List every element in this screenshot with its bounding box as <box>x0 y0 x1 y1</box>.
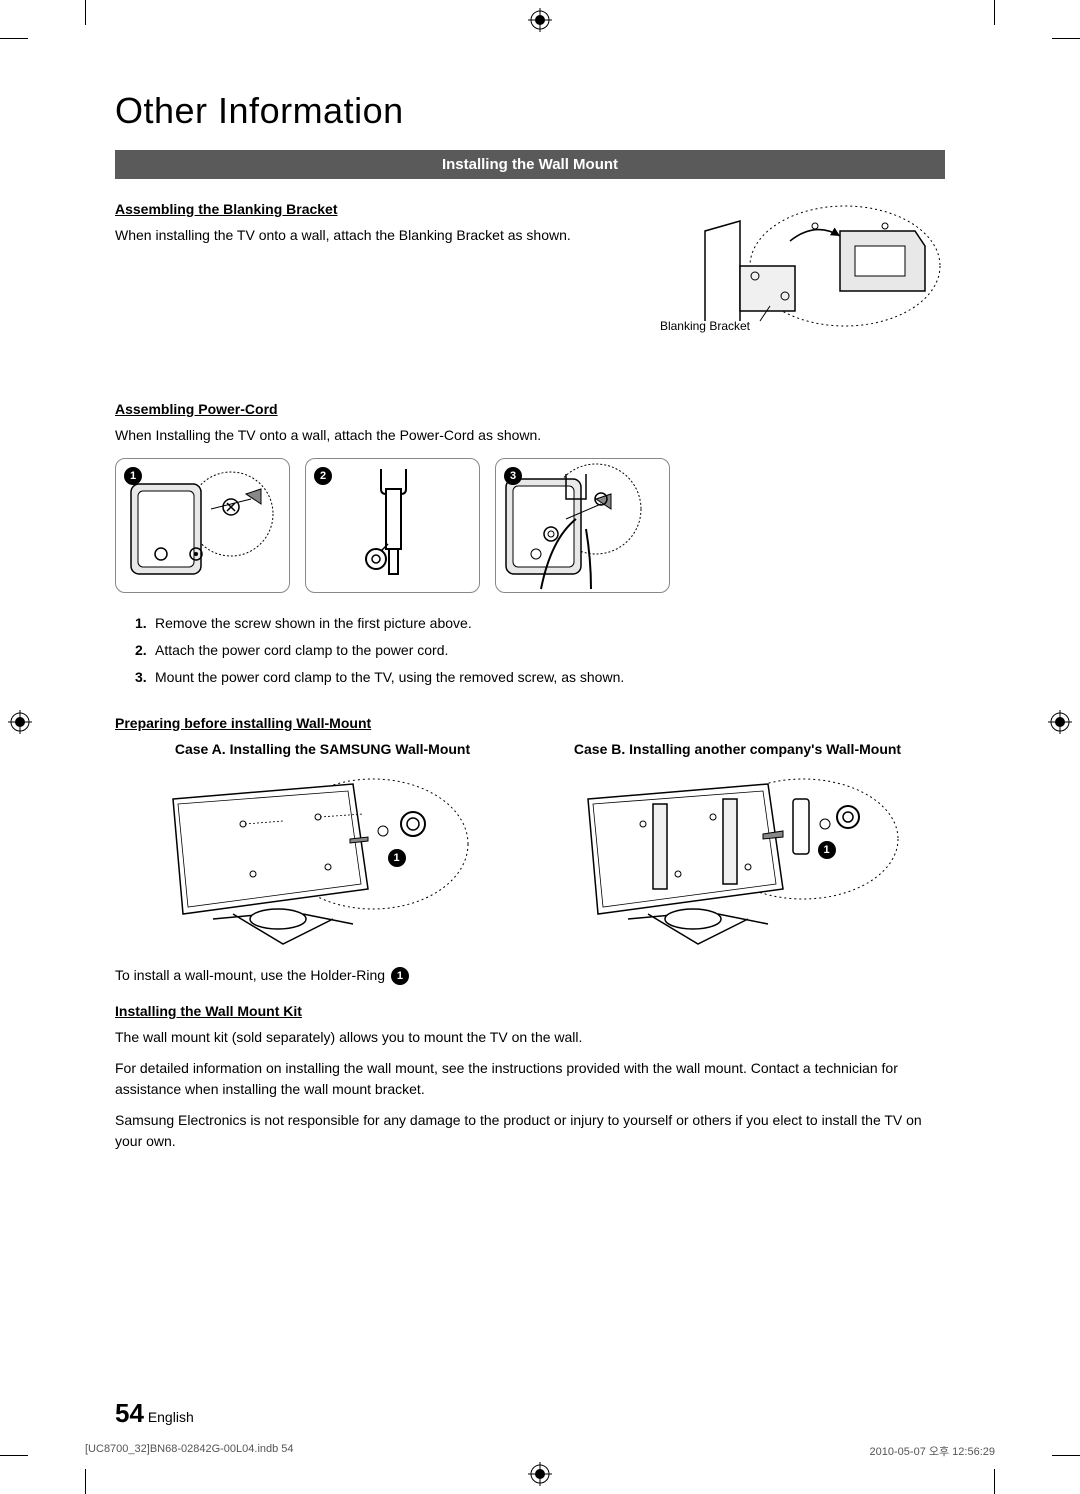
case-a-diagram: 1 <box>153 769 493 949</box>
crop-mark <box>1052 38 1080 39</box>
blanking-bracket-diagram <box>665 191 945 341</box>
diagram-badge-1: 1 <box>124 467 142 485</box>
power-cord-diagrams: 1 2 <box>115 458 945 593</box>
step-2: 2.Attach the power cord clamp to the pow… <box>135 638 945 663</box>
case-a-column: Case A. Installing the SAMSUNG Wall-Moun… <box>115 741 530 949</box>
registration-mark-icon <box>528 1462 552 1486</box>
blanking-section: Assembling the Blanking Bracket When ins… <box>115 201 945 371</box>
power-cord-diagram-3: 3 <box>495 458 670 593</box>
footer-metadata: [UC8700_32]BN68-02842G-00L04.indb 54 201… <box>85 1443 995 1459</box>
power-cord-section: Assembling Power-Cord When Installing th… <box>115 401 945 691</box>
power-cord-steps: 1.Remove the screw shown in the first pi… <box>135 611 945 691</box>
registration-mark-icon <box>528 8 552 32</box>
diagram-badge-2: 2 <box>314 467 332 485</box>
preparing-heading: Preparing before installing Wall-Mount <box>115 715 945 731</box>
kit-p3: Samsung Electronics is not responsible f… <box>115 1110 945 1152</box>
crop-mark <box>0 38 28 39</box>
step-1-text: Remove the screw shown in the first pict… <box>155 615 472 631</box>
holder-ring-badge: 1 <box>391 967 409 985</box>
section-banner: Installing the Wall Mount <box>115 150 945 179</box>
diagram-badge-3: 3 <box>504 467 522 485</box>
case-b-diagram: 1 <box>568 769 908 949</box>
kit-heading: Installing the Wall Mount Kit <box>115 1003 945 1019</box>
page-content: Other Information Installing the Wall Mo… <box>115 90 945 1162</box>
holder-ring-text: To install a wall-mount, use the Holder-… <box>115 967 945 985</box>
footer-timestamp: 2010-05-07 오후 12:56:29 <box>870 1443 995 1459</box>
crop-mark <box>1052 1455 1080 1456</box>
case-b-column: Case B. Installing another company's Wal… <box>530 741 945 949</box>
case-a-badge: 1 <box>388 849 406 867</box>
case-a-heading: Case A. Installing the SAMSUNG Wall-Moun… <box>115 741 530 757</box>
power-cord-diagram-2: 2 <box>305 458 480 593</box>
power-cord-diagram-1: 1 <box>115 458 290 593</box>
power-cord-text: When Installing the TV onto a wall, atta… <box>115 425 945 446</box>
page-number: 54 English <box>115 1398 194 1429</box>
preparing-section: Preparing before installing Wall-Mount C… <box>115 715 945 985</box>
footer-file: [UC8700_32]BN68-02842G-00L04.indb 54 <box>85 1443 294 1459</box>
step-1: 1.Remove the screw shown in the first pi… <box>135 611 945 636</box>
wall-mount-kit-section: Installing the Wall Mount Kit The wall m… <box>115 1003 945 1152</box>
step-2-text: Attach the power cord clamp to the power… <box>155 642 448 658</box>
kit-p1: The wall mount kit (sold separately) all… <box>115 1027 945 1048</box>
case-b-badge: 1 <box>818 841 836 859</box>
registration-mark-icon <box>8 710 32 734</box>
registration-mark-icon <box>1048 710 1072 734</box>
step-3: 3.Mount the power cord clamp to the TV, … <box>135 665 945 690</box>
page-title: Other Information <box>115 90 945 132</box>
crop-mark <box>0 1455 28 1456</box>
case-row: Case A. Installing the SAMSUNG Wall-Moun… <box>115 741 945 949</box>
step-3-text: Mount the power cord clamp to the TV, us… <box>155 669 624 685</box>
power-cord-heading: Assembling Power-Cord <box>115 401 945 417</box>
kit-p2: For detailed information on installing t… <box>115 1058 945 1100</box>
case-b-heading: Case B. Installing another company's Wal… <box>530 741 945 757</box>
